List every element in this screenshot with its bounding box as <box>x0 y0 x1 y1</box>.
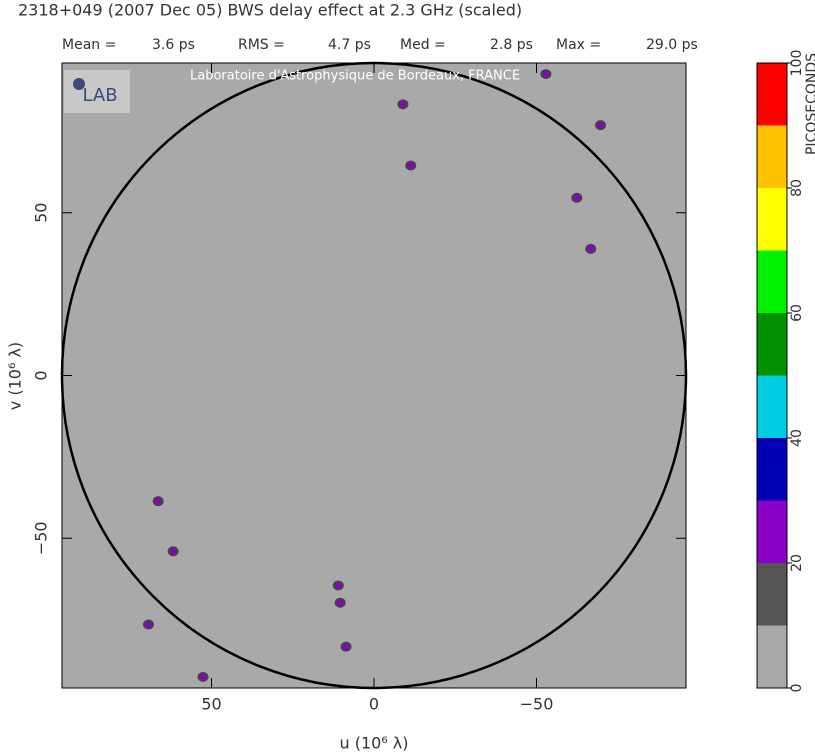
point <box>152 496 164 507</box>
colorbar-segment <box>757 563 787 626</box>
colorbar-segment <box>757 63 787 126</box>
colorbar-segment <box>757 375 787 438</box>
colorbar-label: PICOSECONDS <box>804 53 815 155</box>
stat-value: 3.6 ps <box>152 37 195 53</box>
stat-value: 4.7 ps <box>328 37 371 53</box>
x-tick-label: 0 <box>369 695 379 714</box>
point <box>571 192 583 203</box>
colorbar-segment <box>757 313 787 376</box>
colorbar-tick-label: 40 <box>789 429 805 447</box>
point <box>405 160 417 171</box>
x-tick-label: −50 <box>520 695 554 714</box>
point <box>397 99 409 110</box>
logo-box <box>64 70 130 113</box>
point <box>167 546 179 557</box>
point <box>340 641 352 652</box>
y-tick-label: 0 <box>32 370 51 380</box>
plot-background <box>62 63 686 688</box>
point <box>332 580 344 591</box>
colorbar-segment <box>757 188 787 251</box>
colorbar-tick-label: 60 <box>789 304 805 322</box>
plot-area <box>60 61 688 690</box>
colorbar-tick-label: 100 <box>789 50 805 77</box>
x-axis-label: u (10⁶ λ) <box>339 734 408 753</box>
stat-value: 2.8 ps <box>490 37 533 53</box>
x-tick-label: 50 <box>201 695 221 714</box>
colorbar-frame <box>756 62 788 689</box>
watermark: Laboratoire d'Astrophysique de Bordeaux,… <box>190 69 520 84</box>
stat-label: RMS = <box>238 37 285 53</box>
y-tick-label: 50 <box>32 203 51 223</box>
stat-label: Mean = <box>62 37 116 53</box>
colorbar-tick-label: 80 <box>789 179 805 197</box>
point <box>197 671 209 682</box>
point <box>334 597 346 608</box>
y-tick-label: −50 <box>32 521 51 555</box>
point <box>540 69 552 80</box>
colorbar-segment <box>757 625 787 688</box>
point <box>595 120 607 131</box>
colorbar-tick-label: 20 <box>789 554 805 572</box>
stat-value: 29.0 ps <box>646 37 698 53</box>
colorbar-segment <box>757 500 787 563</box>
point <box>142 619 154 630</box>
chart-title: 2318+049 (2007 Dec 05) BWS delay effect … <box>18 1 522 20</box>
y-axis-label: v (10⁶ λ) <box>6 342 25 410</box>
logo: LAB <box>82 85 117 106</box>
colorbar-tick-label: 0 <box>789 684 805 693</box>
stat-label: Max = <box>556 37 601 53</box>
colorbar-segment <box>757 125 787 188</box>
colorbar-segment <box>757 250 787 313</box>
logo-dot <box>73 78 85 90</box>
stat-label: Med = <box>400 37 446 53</box>
colorbar-segment <box>757 438 787 501</box>
point <box>585 243 597 254</box>
